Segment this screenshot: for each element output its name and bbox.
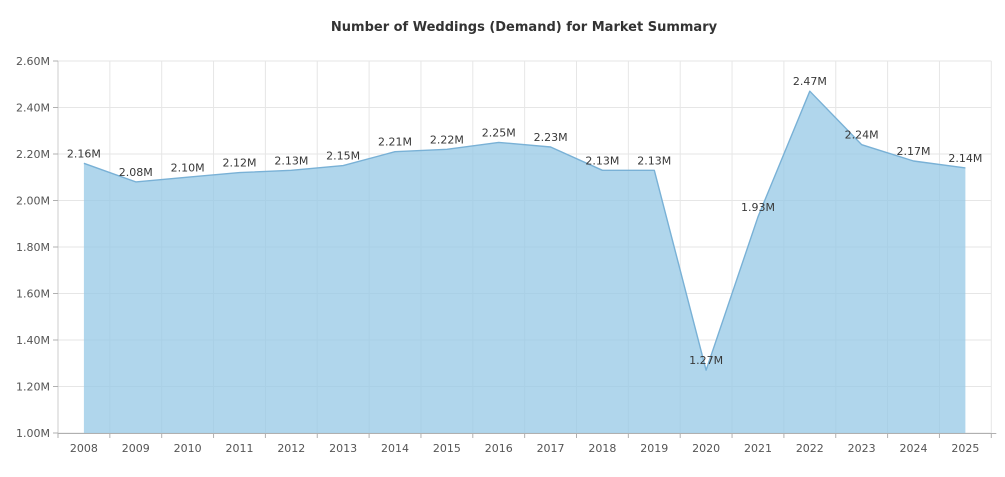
data-label: 2.24M: [845, 129, 879, 142]
data-label: 2.21M: [378, 136, 412, 149]
data-label: 2.17M: [897, 145, 931, 158]
data-label: 2.13M: [637, 154, 671, 167]
data-label: 2.13M: [274, 154, 308, 167]
data-label: 2.10M: [171, 161, 205, 174]
data-label: 1.27M: [689, 354, 723, 367]
x-axis-label: 2022: [796, 442, 824, 455]
y-axis-label: 1.20M: [16, 381, 50, 394]
x-axis-label: 2016: [485, 442, 513, 455]
y-axis-label: 2.20M: [16, 148, 50, 161]
data-label: 2.15M: [326, 150, 360, 163]
x-axis-label: 2014: [381, 442, 409, 455]
data-label: 2.47M: [793, 75, 827, 88]
data-label: 2.14M: [948, 152, 982, 165]
x-axis-label: 2019: [640, 442, 668, 455]
area-fill: [83, 91, 966, 433]
data-label: 2.22M: [430, 133, 464, 146]
y-axis-label: 1.40M: [16, 334, 50, 347]
x-axis-label: 2023: [848, 442, 876, 455]
data-label: 2.13M: [585, 154, 619, 167]
y-axis-label: 1.60M: [16, 288, 50, 301]
data-label: 1.93M: [741, 201, 775, 214]
y-axis-label: 1.80M: [16, 241, 50, 254]
x-axis-label: 2015: [433, 442, 461, 455]
x-axis-label: 2009: [122, 442, 150, 455]
x-axis-label: 2017: [537, 442, 565, 455]
x-axis-label: 2010: [174, 442, 202, 455]
data-label: 2.23M: [534, 131, 568, 144]
x-axis-label: 2021: [744, 442, 772, 455]
x-axis-label: 2008: [70, 442, 98, 455]
y-axis-label: 2.60M: [16, 55, 50, 68]
data-label: 2.16M: [67, 147, 101, 160]
y-axis-label: 2.40M: [16, 102, 50, 115]
x-axis-label: 2020: [692, 442, 720, 455]
chart-title: Number of Weddings (Demand) for Market S…: [331, 20, 718, 35]
x-axis-label: 2018: [588, 442, 616, 455]
data-label: 2.25M: [482, 126, 516, 139]
data-label: 2.12M: [222, 157, 256, 170]
x-axis-label: 2024: [900, 442, 928, 455]
series-line: [83, 90, 966, 371]
x-axis-label: 2011: [225, 442, 253, 455]
y-axis-label: 2.00M: [16, 195, 50, 208]
x-axis-label: 2025: [951, 442, 979, 455]
x-axis-label: 2012: [277, 442, 305, 455]
data-label: 2.08M: [119, 166, 153, 179]
y-axis-label: 1.00M: [16, 427, 50, 440]
x-axis-label: 2013: [329, 442, 357, 455]
